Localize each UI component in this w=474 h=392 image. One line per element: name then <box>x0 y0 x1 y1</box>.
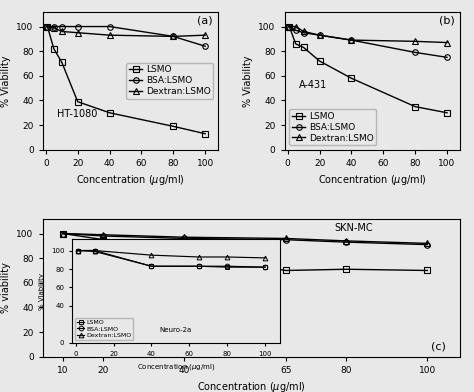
LSMO <box>100 237 106 242</box>
Y-axis label: % Viability: % Viability <box>243 55 253 107</box>
Dextran:LSMO <box>412 39 418 44</box>
LSMO <box>286 24 292 29</box>
LSMO <box>444 111 450 115</box>
BSA:LSMO <box>202 44 208 49</box>
BSA:LSMO <box>348 38 354 42</box>
Line: Dextran:LSMO: Dextran:LSMO <box>45 24 208 39</box>
Dextran:LSMO <box>171 34 176 39</box>
LSMO <box>202 131 208 136</box>
Text: (a): (a) <box>197 16 212 26</box>
Line: LSMO: LSMO <box>45 24 208 136</box>
X-axis label: Concentration ($\mu$g/ml): Concentration ($\mu$g/ml) <box>76 173 185 187</box>
BSA:LSMO <box>60 231 66 236</box>
LSMO <box>51 46 57 51</box>
BSA:LSMO <box>293 28 299 33</box>
Dextran:LSMO <box>348 38 354 42</box>
LSMO <box>107 111 112 115</box>
LSMO <box>293 42 299 46</box>
Line: BSA:LSMO: BSA:LSMO <box>286 24 450 60</box>
Dextran:LSMO <box>59 29 64 34</box>
Line: BSA:LSMO: BSA:LSMO <box>60 231 430 247</box>
BSA:LSMO <box>444 55 450 60</box>
Dextran:LSMO <box>60 231 66 236</box>
X-axis label: Concentration ($\mu$g/ml): Concentration ($\mu$g/ml) <box>197 380 306 392</box>
Text: A-431: A-431 <box>299 80 327 91</box>
BSA:LSMO <box>283 237 289 242</box>
Dextran:LSMO <box>293 24 299 29</box>
Text: SKN-MC: SKN-MC <box>335 223 373 233</box>
Legend: LSMO, BSA:LSMO, Dextran:LSMO: LSMO, BSA:LSMO, Dextran:LSMO <box>126 63 213 99</box>
Dextran:LSMO <box>202 33 208 38</box>
BSA:LSMO <box>171 34 176 39</box>
BSA:LSMO <box>59 24 64 29</box>
Dextran:LSMO <box>344 239 349 243</box>
Y-axis label: % Viability: % Viability <box>1 55 11 107</box>
BSA:LSMO <box>45 24 50 29</box>
Dextran:LSMO <box>317 33 322 38</box>
Dextran:LSMO <box>107 33 112 38</box>
BSA:LSMO <box>344 240 349 245</box>
LSMO <box>45 24 50 29</box>
Line: LSMO: LSMO <box>60 231 430 273</box>
Y-axis label: % viability: % viability <box>1 262 11 313</box>
LSMO <box>283 268 289 273</box>
Line: Dextran:LSMO: Dextran:LSMO <box>60 231 430 246</box>
BSA:LSMO <box>286 24 292 29</box>
Dextran:LSMO <box>45 24 50 29</box>
LSMO <box>412 104 418 109</box>
Text: (c): (c) <box>430 341 446 351</box>
X-axis label: Concentration ($\mu$g/ml): Concentration ($\mu$g/ml) <box>318 173 427 187</box>
LSMO <box>60 231 66 236</box>
BSA:LSMO <box>51 24 57 29</box>
Dextran:LSMO <box>100 232 106 237</box>
Dextran:LSMO <box>286 24 292 29</box>
Dextran:LSMO <box>51 25 57 30</box>
BSA:LSMO <box>301 30 307 35</box>
BSA:LSMO <box>317 33 322 38</box>
LSMO <box>348 76 354 81</box>
LSMO <box>75 99 81 104</box>
LSMO <box>301 45 307 50</box>
LSMO <box>425 268 430 273</box>
LSMO <box>317 59 322 64</box>
BSA:LSMO <box>75 24 81 29</box>
Legend: LSMO, BSA:LSMO, Dextran:LSMO: LSMO, BSA:LSMO, Dextran:LSMO <box>289 109 376 145</box>
Line: Dextran:LSMO: Dextran:LSMO <box>286 24 450 45</box>
Dextran:LSMO <box>75 30 81 35</box>
Dextran:LSMO <box>283 236 289 241</box>
Line: BSA:LSMO: BSA:LSMO <box>45 24 208 49</box>
LSMO <box>171 124 176 129</box>
Dextran:LSMO <box>182 235 187 240</box>
Text: HT-1080: HT-1080 <box>57 109 97 120</box>
BSA:LSMO <box>182 236 187 241</box>
LSMO <box>182 250 187 254</box>
LSMO <box>59 60 64 65</box>
BSA:LSMO <box>100 234 106 238</box>
Dextran:LSMO <box>444 40 450 45</box>
BSA:LSMO <box>412 50 418 55</box>
BSA:LSMO <box>425 242 430 247</box>
Dextran:LSMO <box>301 29 307 34</box>
Dextran:LSMO <box>425 241 430 246</box>
LSMO <box>344 267 349 272</box>
BSA:LSMO <box>107 24 112 29</box>
Text: (b): (b) <box>439 16 455 26</box>
Line: LSMO: LSMO <box>286 24 450 116</box>
